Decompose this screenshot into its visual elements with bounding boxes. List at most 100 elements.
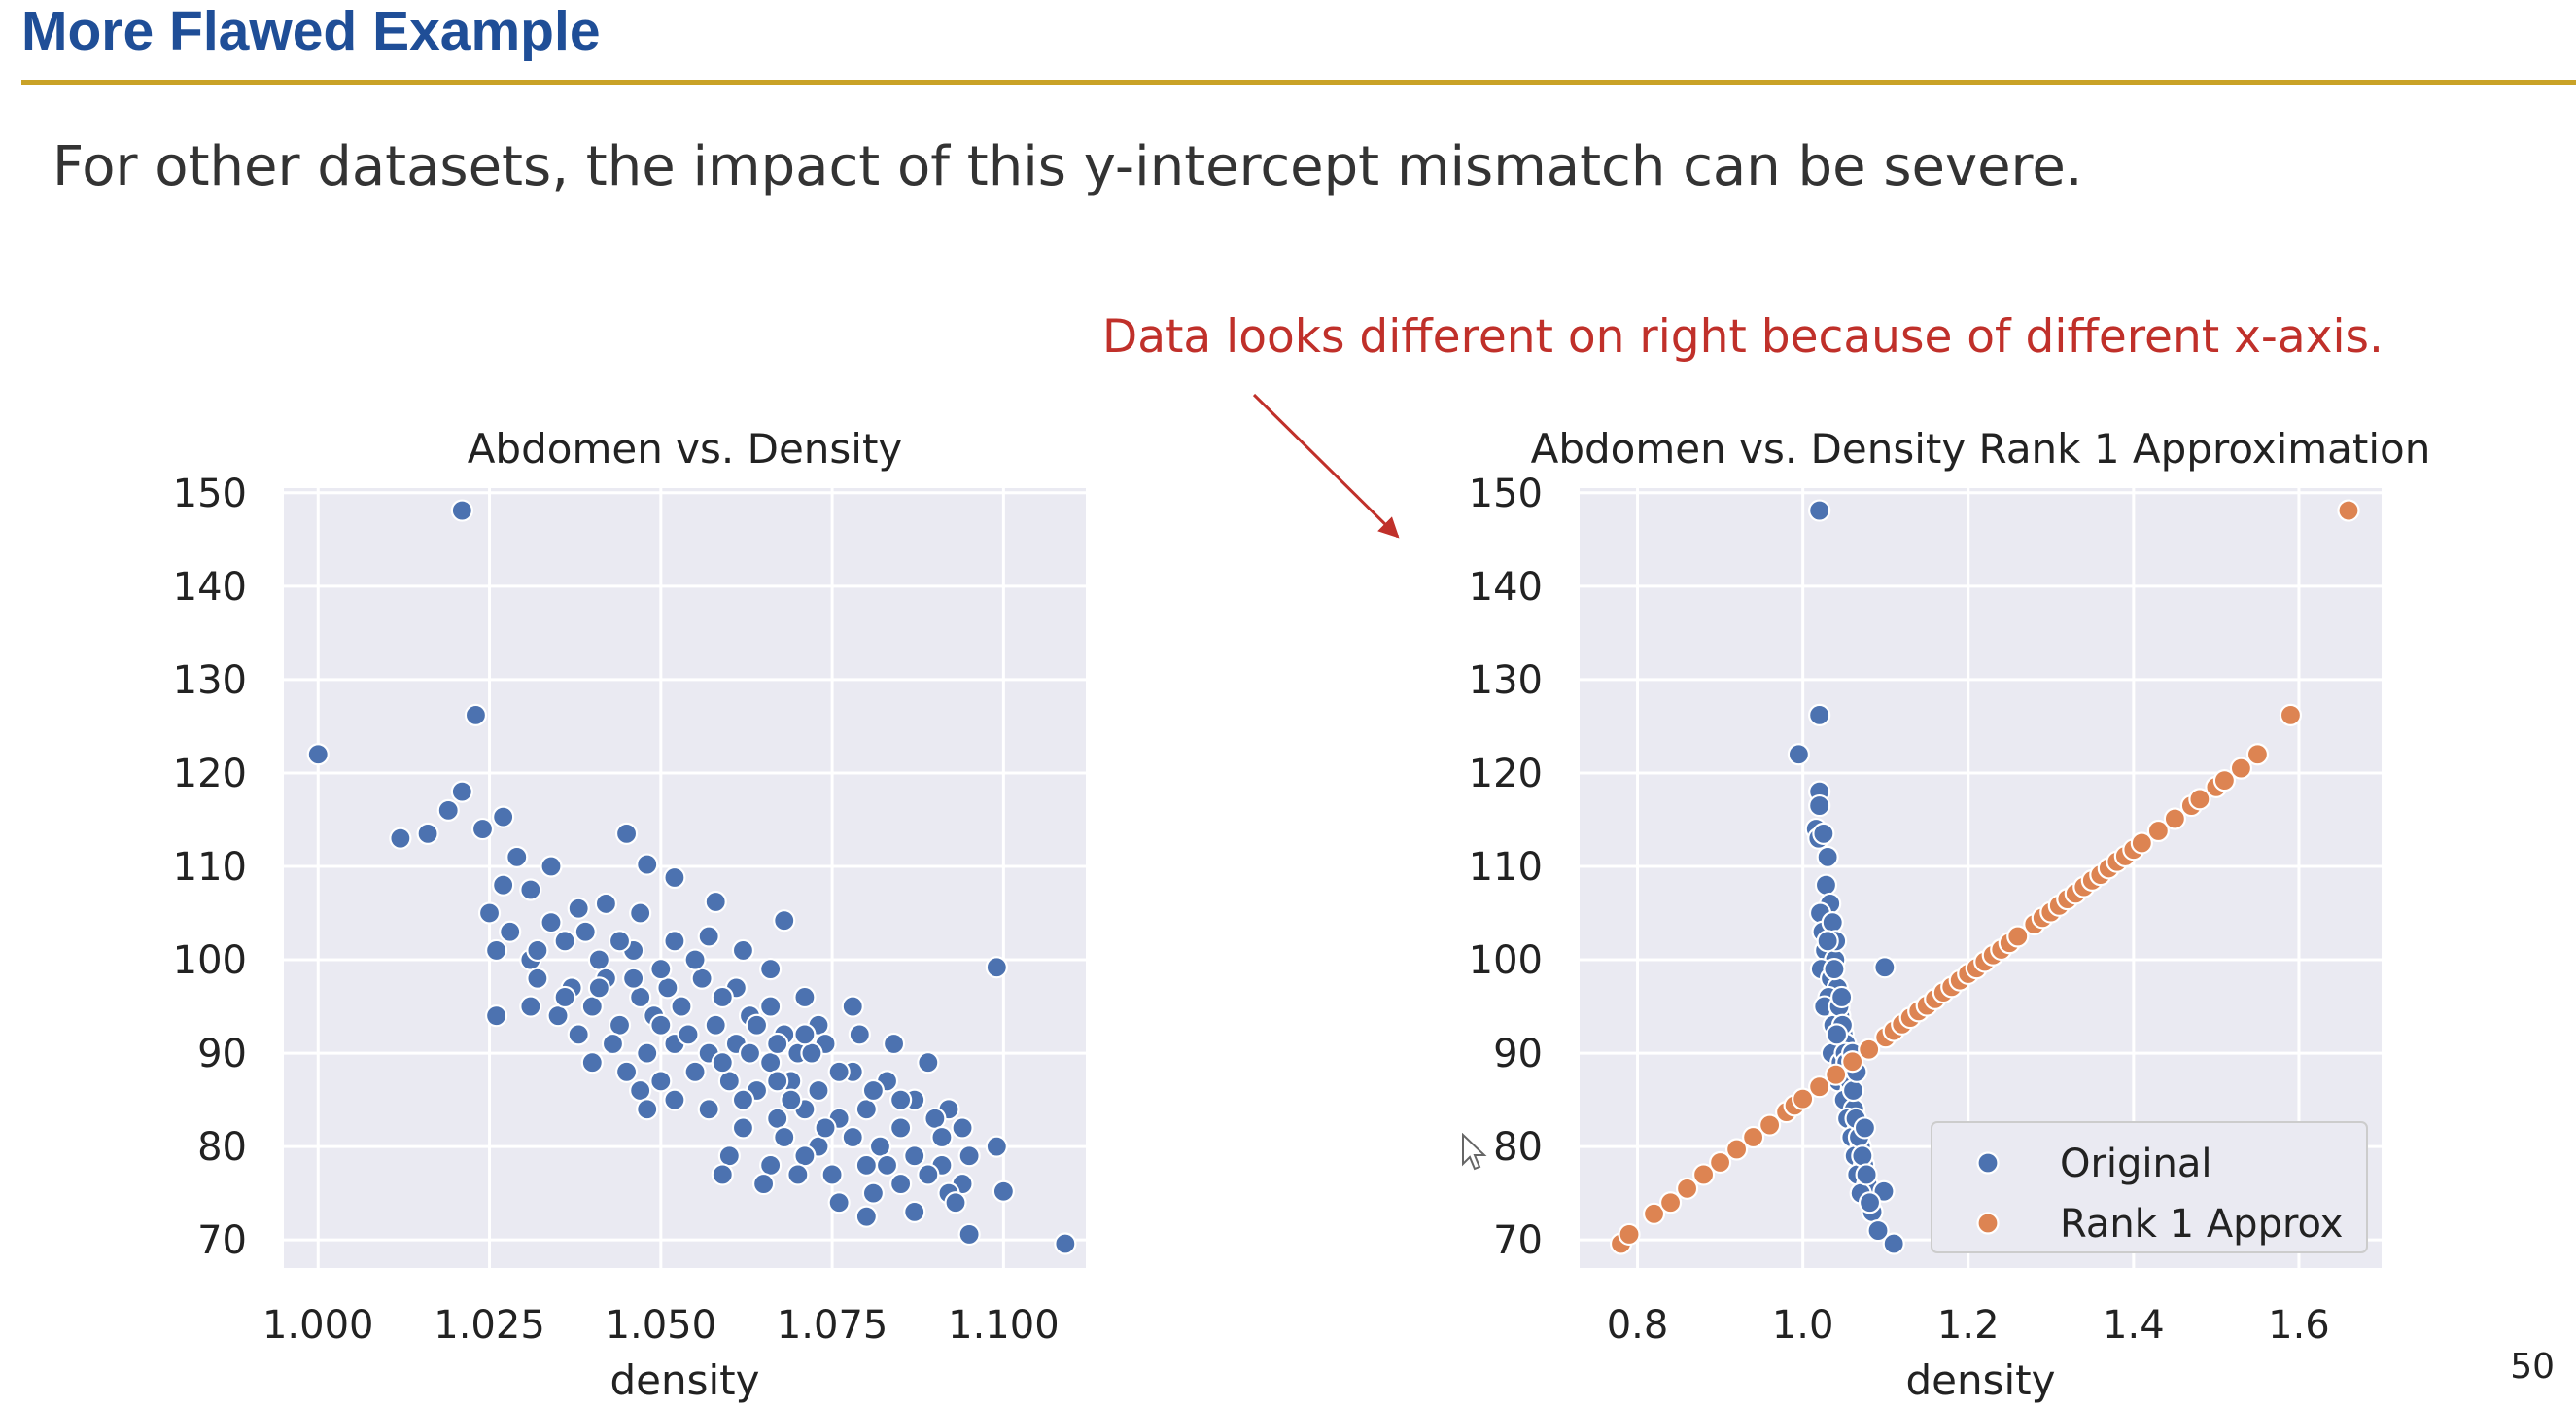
mouse-cursor-icon [1462,1133,1487,1171]
left-series-0-point [848,1023,871,1046]
left-series-0-point [738,1041,762,1065]
left-series-0-point [759,995,783,1018]
left-series-0-point [683,948,707,971]
right-y-tick-label: 90 [1493,1032,1543,1076]
right-series-0-point [1825,1023,1849,1046]
left-series-0-point [526,967,549,990]
right-y-tick-label: 120 [1469,752,1543,796]
left-series-0-point [814,1116,837,1140]
left-series-0-point [917,1051,940,1074]
left-series-0-point [477,901,502,925]
left-series-0-point [751,1172,776,1196]
right-y-tick-label: 130 [1469,658,1543,703]
left-series-0-point [766,1070,789,1093]
left-series-0-point [903,1144,926,1168]
right-series-1-point [1825,1063,1848,1086]
right-x-tick-label: 1.0 [1772,1303,1834,1348]
left-series-0-point [704,1013,727,1037]
right-series-1-point [1792,1087,1815,1110]
left-series-0-point [930,1125,954,1149]
left-y-tick-label: 110 [173,845,247,890]
right-series-0-point [1873,956,1897,979]
left-series-0-point [553,930,576,953]
left-series-0-point [697,925,720,948]
left-series-0-point [766,1107,789,1130]
right-series-1-point [1724,1138,1749,1161]
left-series-0-point [759,958,783,981]
left-y-tick-label: 70 [197,1218,247,1263]
right-x-axis-label: density [1906,1356,2056,1404]
right-series-1-point [1675,1177,1699,1200]
right-series-0-point [1851,1144,1874,1168]
left-series-0-point [436,798,460,822]
right-series-0-point [1882,1232,1905,1255]
left-series-0-point [416,822,439,845]
left-series-0-point [773,1125,796,1149]
right-series-1-point [2130,831,2153,855]
left-series-0-point [629,985,652,1009]
right-series-0-point [1821,911,1844,934]
right-x-tick-label: 1.4 [2103,1303,2165,1348]
left-series-0-point [656,976,679,1000]
right-legend-marker [1976,1151,2000,1175]
left-y-tick-label: 100 [173,938,247,983]
right-legend-label: Original [2060,1142,2212,1186]
left-series-0-point [711,985,734,1009]
left-series-0-point [951,1116,974,1140]
right-y-tick-label: 80 [1493,1125,1543,1170]
left-x-tick-label: 1.025 [434,1303,545,1348]
left-series-0-point [717,1070,741,1093]
left-series-0-point [985,1135,1008,1158]
right-series-1-point [1691,1163,1716,1186]
left-series-0-point [773,909,796,933]
right-series-1-point [1808,1075,1831,1099]
left-series-0-point [614,822,639,845]
left-series-0-point [519,878,542,901]
left-series-0-point [820,1163,844,1186]
left-series-0-point [663,865,686,890]
right-series-1-point [1841,1050,1864,1074]
left-series-0-point [889,1172,913,1196]
page-number: 50 [2510,1347,2555,1387]
right-y-tick-label: 70 [1493,1218,1543,1263]
right-y-tick-label: 110 [1469,845,1543,890]
right-series-1-point [2229,757,2253,780]
left-series-0-point [793,985,817,1009]
right-x-tick-label: 1.6 [2268,1303,2330,1348]
left-series-0-point [690,967,714,990]
left-series-0-point [944,1191,967,1214]
left-series-0-point [484,1004,508,1028]
right-series-1-point [2188,788,2211,811]
left-series-0-point [594,892,618,916]
left-series-0-point [827,1060,851,1083]
left-series-0-point [800,1041,823,1065]
left-x-tick-label: 1.075 [777,1303,888,1348]
left-series-0-point [519,995,542,1018]
left-series-0-point [492,805,515,828]
left-series-0-point [827,1191,851,1214]
right-legend-label: Rank 1 Approx [2060,1202,2343,1247]
right-series-1-point [2163,807,2186,830]
left-series-0-point [992,1179,1015,1203]
left-series-0-point [807,1078,830,1103]
left-series-0-point [731,1088,755,1111]
right-y-tick-label: 140 [1469,565,1543,610]
right-series-0-point [1808,499,1831,522]
left-series-0-point [636,1041,659,1065]
right-series-0-point [1830,985,1854,1009]
left-y-tick-label: 120 [173,752,247,796]
slide-title: More Flawed Example [21,0,601,62]
left-y-tick-label: 150 [173,472,247,516]
right-series-0-point [1812,822,1835,845]
left-series-0-point [540,855,563,878]
left-series-0-point [450,780,473,803]
right-series-1-point [2279,703,2303,726]
left-series-0-point [663,1088,686,1111]
left-series-0-point [841,995,864,1018]
right-series-0-point [1814,873,1838,897]
left-series-0-point [649,958,673,981]
right-series-0-point [1816,930,1839,953]
title-divider [21,80,2576,85]
left-series-0-point [868,1135,892,1158]
